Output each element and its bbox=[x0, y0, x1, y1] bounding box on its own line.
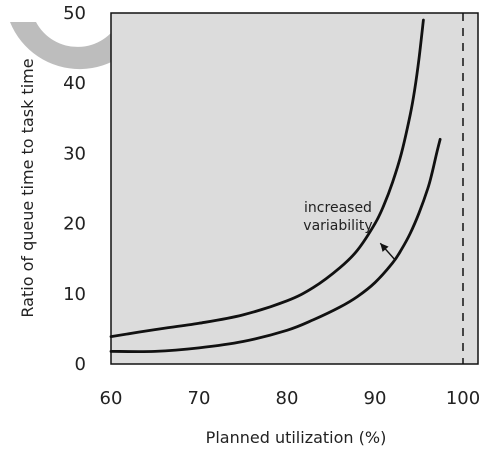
y-tick-label: 10 bbox=[63, 284, 86, 305]
x-tick-label: 100 bbox=[446, 388, 479, 409]
series-line-2 bbox=[109, 137, 442, 354]
y-tick-label: 50 bbox=[63, 3, 86, 24]
x-axis-title: Planned utilization (%) bbox=[206, 428, 387, 447]
annotation-arrow-head bbox=[380, 243, 389, 252]
y-tick-label: 40 bbox=[63, 73, 86, 94]
y-tick-label: 0 bbox=[75, 354, 86, 375]
annotation-line-2: variability bbox=[303, 218, 372, 234]
x-tick-label: 90 bbox=[364, 388, 387, 409]
x-tick-label: 80 bbox=[276, 388, 299, 409]
series-line-1 bbox=[109, 18, 425, 339]
y-tick-labels: 0 10 20 30 40 50 bbox=[63, 3, 86, 375]
y-axis-title: Ratio of queue time to task time bbox=[18, 58, 37, 317]
x-tick-label: 70 bbox=[188, 388, 211, 409]
x-tick-labels: 60 70 80 90 100 bbox=[100, 388, 479, 409]
x-tick-label: 60 bbox=[100, 388, 123, 409]
annotation-line-1: increased bbox=[304, 200, 372, 216]
series-layer bbox=[109, 18, 442, 354]
y-tick-label: 20 bbox=[63, 214, 86, 235]
y-tick-label: 30 bbox=[63, 143, 86, 164]
plot-area bbox=[110, 12, 479, 365]
annotation: increased variability bbox=[303, 200, 396, 261]
